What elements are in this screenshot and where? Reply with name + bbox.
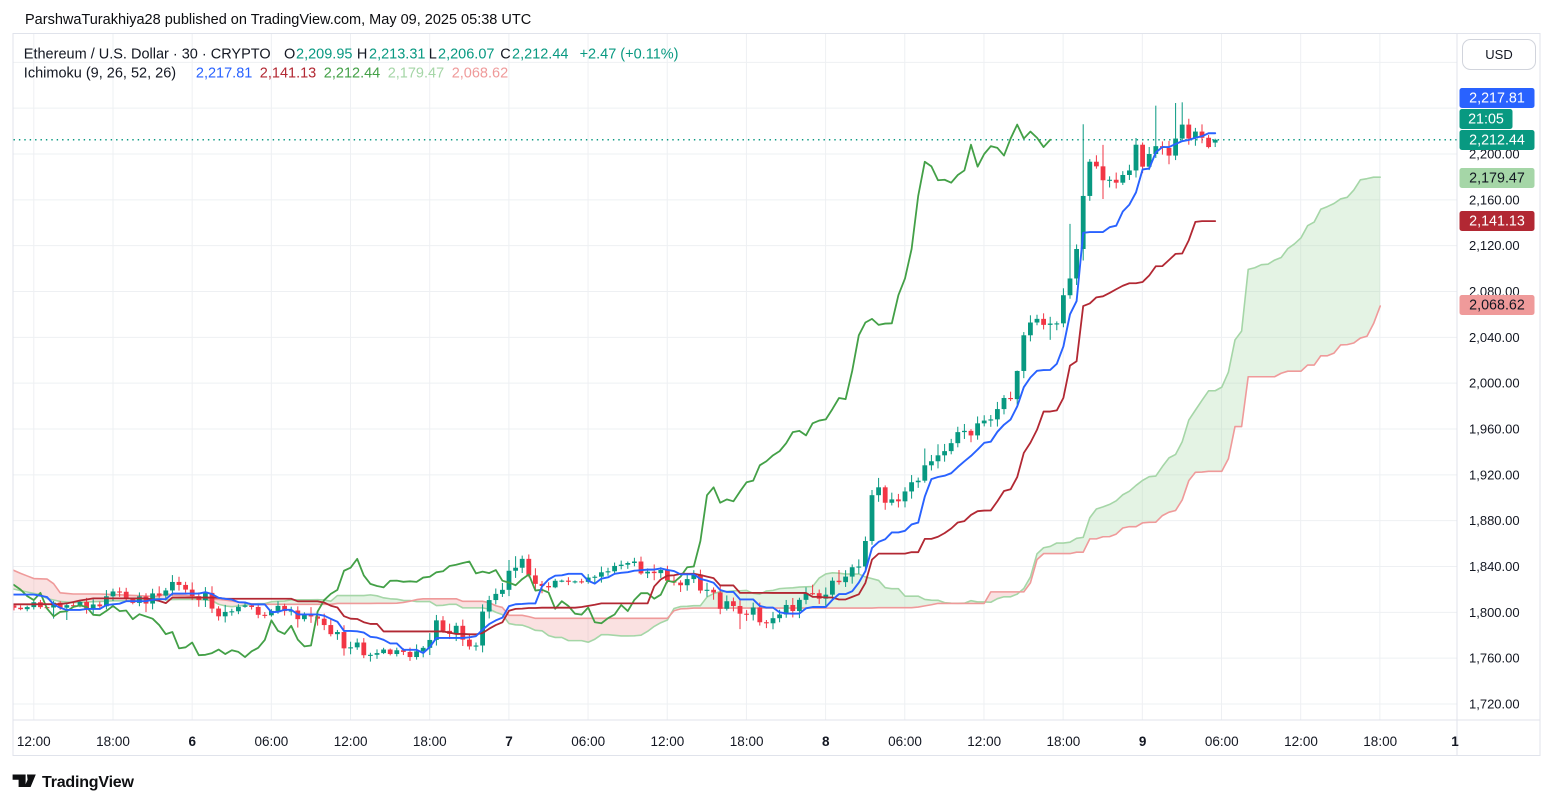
- svg-text:18:00: 18:00: [413, 734, 447, 749]
- svg-text:2,209.95: 2,209.95: [296, 47, 352, 63]
- svg-text:TradingView: TradingView: [42, 774, 135, 791]
- svg-text:2,200.00: 2,200.00: [1469, 147, 1520, 162]
- svg-text:2,040.00: 2,040.00: [1469, 330, 1520, 345]
- svg-text:1,720.00: 1,720.00: [1469, 696, 1520, 711]
- svg-text:21:05: 21:05: [1468, 112, 1504, 128]
- svg-text:9: 9: [1139, 734, 1147, 749]
- svg-text:18:00: 18:00: [1047, 734, 1081, 749]
- svg-text:Ichimoku (9, 26, 52, 26): Ichimoku (9, 26, 52, 26): [24, 66, 176, 82]
- svg-text:12:00: 12:00: [17, 734, 51, 749]
- svg-text:2,217.81: 2,217.81: [1469, 91, 1525, 107]
- svg-text:2,212.44: 2,212.44: [1469, 133, 1525, 149]
- svg-text:1,920.00: 1,920.00: [1469, 467, 1520, 482]
- svg-text:2,217.81: 2,217.81: [196, 66, 252, 82]
- svg-text:8: 8: [822, 734, 830, 749]
- svg-text:2,141.13: 2,141.13: [1469, 214, 1525, 230]
- svg-text:12:00: 12:00: [967, 734, 1001, 749]
- svg-text:2,179.47: 2,179.47: [1469, 171, 1525, 187]
- svg-text:2,213.31: 2,213.31: [369, 47, 425, 63]
- svg-text:06:00: 06:00: [255, 734, 289, 749]
- svg-text:2,212.44: 2,212.44: [324, 66, 380, 82]
- svg-text:2,141.13: 2,141.13: [260, 66, 316, 82]
- svg-text:ParshwaTurakhiya28 published o: ParshwaTurakhiya28 published on TradingV…: [25, 12, 531, 28]
- svg-text:18:00: 18:00: [730, 734, 764, 749]
- svg-text:2,206.07: 2,206.07: [438, 47, 494, 63]
- svg-text:1: 1: [1451, 734, 1459, 749]
- svg-text:12:00: 12:00: [651, 734, 685, 749]
- svg-text:L: L: [429, 47, 437, 63]
- svg-text:2,000.00: 2,000.00: [1469, 376, 1520, 391]
- svg-text:1,840.00: 1,840.00: [1469, 559, 1520, 574]
- svg-text:2,212.44: 2,212.44: [512, 47, 568, 63]
- svg-text:1,800.00: 1,800.00: [1469, 605, 1520, 620]
- svg-text:2,120.00: 2,120.00: [1469, 238, 1520, 253]
- svg-text:Ethereum / U.S. Dollar · 30 ·: Ethereum / U.S. Dollar · 30 · CRYPTO: [24, 47, 271, 63]
- svg-text:18:00: 18:00: [1363, 734, 1397, 749]
- svg-text:2,068.62: 2,068.62: [1469, 298, 1525, 314]
- svg-text:2,179.47: 2,179.47: [388, 66, 444, 82]
- svg-text:7: 7: [505, 734, 513, 749]
- svg-text:O: O: [284, 47, 295, 63]
- svg-text:1,760.00: 1,760.00: [1469, 651, 1520, 666]
- svg-text:H: H: [357, 47, 367, 63]
- svg-text:06:00: 06:00: [1205, 734, 1239, 749]
- svg-text:18:00: 18:00: [96, 734, 130, 749]
- svg-text:USD: USD: [1485, 47, 1512, 62]
- svg-text:06:00: 06:00: [888, 734, 922, 749]
- svg-text:+2.47 (+0.11%): +2.47 (+0.11%): [580, 47, 679, 63]
- svg-text:1,960.00: 1,960.00: [1469, 421, 1520, 436]
- svg-text:12:00: 12:00: [334, 734, 368, 749]
- svg-text:06:00: 06:00: [571, 734, 605, 749]
- svg-text:6: 6: [188, 734, 196, 749]
- svg-text:1,880.00: 1,880.00: [1469, 513, 1520, 528]
- svg-text:12:00: 12:00: [1284, 734, 1318, 749]
- svg-text:C: C: [500, 47, 510, 63]
- svg-text:2,160.00: 2,160.00: [1469, 192, 1520, 207]
- svg-text:2,068.62: 2,068.62: [452, 66, 508, 82]
